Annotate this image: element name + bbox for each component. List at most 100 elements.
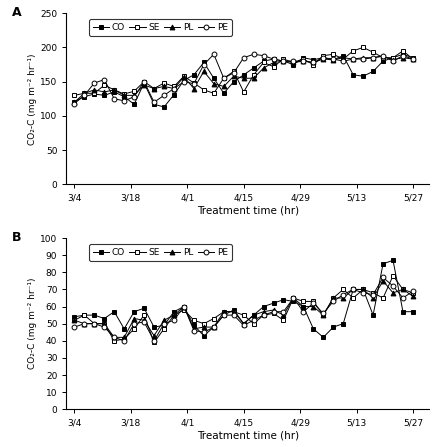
PE xyxy=(132,321,137,326)
CO xyxy=(361,287,366,292)
PL xyxy=(151,333,157,338)
CO xyxy=(161,104,167,110)
SE xyxy=(102,321,107,326)
SE xyxy=(410,290,416,295)
PE xyxy=(142,79,147,84)
PL xyxy=(410,294,416,299)
PL xyxy=(381,54,386,59)
PE xyxy=(361,56,366,62)
PE xyxy=(410,56,416,62)
CO xyxy=(72,314,77,320)
Line: CO: CO xyxy=(72,52,416,110)
PE xyxy=(351,56,356,62)
SE xyxy=(410,56,416,62)
CO xyxy=(72,99,77,104)
PE xyxy=(122,338,127,343)
SE xyxy=(122,337,127,342)
SE xyxy=(281,56,286,62)
SE xyxy=(142,79,147,84)
PE xyxy=(311,300,316,306)
CO xyxy=(311,57,316,63)
PL xyxy=(281,59,286,64)
SE xyxy=(351,48,356,54)
PE xyxy=(82,93,87,98)
SE xyxy=(211,316,216,321)
SE xyxy=(201,87,207,93)
CO xyxy=(112,309,117,314)
PE xyxy=(221,76,226,81)
PL xyxy=(371,55,376,60)
PL xyxy=(142,82,147,88)
PL xyxy=(72,100,77,105)
SE xyxy=(142,312,147,318)
PE xyxy=(221,312,226,318)
SE xyxy=(112,87,117,93)
CO xyxy=(351,72,356,77)
CO xyxy=(92,91,97,97)
PE xyxy=(301,59,306,64)
SE xyxy=(251,321,256,326)
SE xyxy=(400,48,405,54)
CO xyxy=(390,257,395,263)
CO xyxy=(112,89,117,95)
CO xyxy=(251,65,256,71)
PL xyxy=(112,335,117,340)
PL xyxy=(161,317,167,323)
PL xyxy=(330,57,336,63)
PE xyxy=(371,55,376,60)
PL xyxy=(341,295,346,301)
PL xyxy=(132,93,137,98)
Line: PL: PL xyxy=(72,278,416,340)
CO xyxy=(301,304,306,309)
PL xyxy=(271,307,276,312)
SE xyxy=(251,72,256,77)
Line: SE: SE xyxy=(72,45,416,98)
PE xyxy=(321,55,326,60)
PL xyxy=(311,60,316,65)
PE xyxy=(271,56,276,62)
CO xyxy=(381,59,386,64)
CO xyxy=(330,325,336,330)
CO xyxy=(291,299,296,304)
CO xyxy=(390,55,395,60)
PE xyxy=(241,55,246,60)
CO xyxy=(142,306,147,311)
PL xyxy=(231,309,236,314)
SE xyxy=(221,309,226,314)
SE xyxy=(381,295,386,301)
CO xyxy=(410,309,416,314)
SE xyxy=(92,321,97,326)
PE xyxy=(301,309,306,314)
SE xyxy=(261,60,266,65)
PE xyxy=(161,321,167,326)
PE xyxy=(181,304,187,309)
SE xyxy=(330,51,336,57)
SE xyxy=(241,89,246,95)
SE xyxy=(341,56,346,62)
SE xyxy=(361,45,366,50)
CO xyxy=(281,59,286,64)
SE xyxy=(330,295,336,301)
CO xyxy=(241,321,246,326)
PE xyxy=(92,321,97,326)
CO xyxy=(132,309,137,314)
CO xyxy=(251,312,256,318)
SE xyxy=(82,91,87,96)
PE xyxy=(361,290,366,295)
PE xyxy=(72,325,77,330)
PL xyxy=(112,87,117,93)
PE xyxy=(251,51,256,57)
CO xyxy=(151,325,157,330)
Text: A: A xyxy=(12,6,21,19)
PE xyxy=(171,317,177,323)
CO xyxy=(211,325,216,330)
PE xyxy=(381,275,386,280)
SE xyxy=(171,312,177,318)
PL xyxy=(361,287,366,292)
SE xyxy=(371,290,376,295)
PL xyxy=(132,316,137,321)
PE xyxy=(241,323,246,328)
PL xyxy=(361,55,366,60)
Y-axis label: CO₂-C (mg m⁻² hr⁻¹): CO₂-C (mg m⁻² hr⁻¹) xyxy=(28,278,37,369)
SE xyxy=(72,317,77,323)
